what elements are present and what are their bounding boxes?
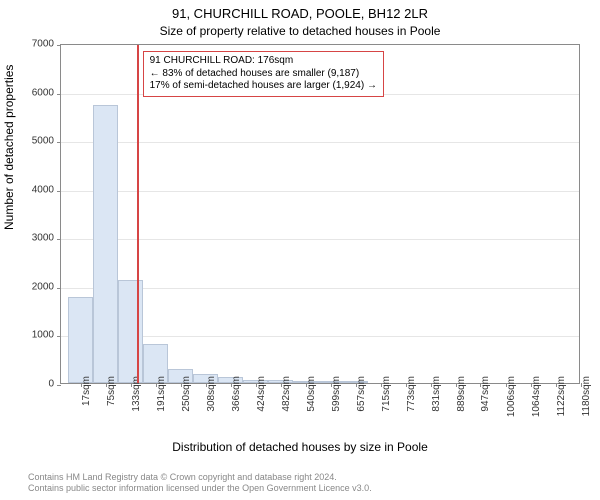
footer-line-1: Contains HM Land Registry data © Crown c…: [28, 472, 372, 483]
info-line-2: ← 83% of detached houses are smaller (9,…: [150, 68, 377, 81]
histogram-bar: [93, 105, 118, 383]
xtick-label: 715sqm: [381, 376, 392, 426]
ytick-label: 5000: [18, 136, 54, 147]
info-line-3: 17% of semi-detached houses are larger (…: [150, 80, 377, 93]
xtick-label: 599sqm: [331, 376, 342, 426]
histogram-bar: [68, 297, 93, 383]
ytick-mark: [57, 142, 61, 143]
gridline: [61, 191, 579, 192]
ytick-mark: [57, 191, 61, 192]
ytick-label: 2000: [18, 281, 54, 292]
xtick-label: 540sqm: [306, 376, 317, 426]
x-axis-label: Distribution of detached houses by size …: [0, 440, 600, 454]
ytick-mark: [57, 239, 61, 240]
ytick-label: 0: [18, 379, 54, 390]
xtick-label: 250sqm: [181, 376, 192, 426]
footer-attribution: Contains HM Land Registry data © Crown c…: [28, 472, 372, 495]
xtick-label: 889sqm: [456, 376, 467, 426]
xtick-label: 947sqm: [480, 376, 491, 426]
xtick-label: 1006sqm: [506, 376, 517, 426]
y-axis-label: Number of detached properties: [2, 65, 16, 230]
ytick-label: 4000: [18, 184, 54, 195]
xtick-label: 1122sqm: [556, 376, 567, 426]
ytick-label: 7000: [18, 39, 54, 50]
histogram-bar: [118, 280, 143, 383]
xtick-label: 482sqm: [281, 376, 292, 426]
xtick-label: 1180sqm: [581, 376, 592, 426]
ytick-mark: [57, 288, 61, 289]
ytick-mark: [57, 385, 61, 386]
ytick-label: 6000: [18, 87, 54, 98]
xtick-label: 308sqm: [206, 376, 217, 426]
gridline: [61, 239, 579, 240]
ytick-label: 1000: [18, 330, 54, 341]
ytick-mark: [57, 336, 61, 337]
xtick-label: 366sqm: [231, 376, 242, 426]
ytick-mark: [57, 94, 61, 95]
footer-line-2: Contains public sector information licen…: [28, 483, 372, 494]
chart-plot-area: 17sqm75sqm133sqm191sqm250sqm308sqm366sqm…: [60, 44, 580, 384]
xtick-label: 657sqm: [356, 376, 367, 426]
chart-subtitle: Size of property relative to detached ho…: [0, 24, 600, 38]
xtick-label: 75sqm: [106, 376, 117, 426]
ytick-mark: [57, 45, 61, 46]
xtick-label: 191sqm: [156, 376, 167, 426]
property-info-box: 91 CHURCHILL ROAD: 176sqm← 83% of detach…: [143, 51, 384, 97]
ytick-label: 3000: [18, 233, 54, 244]
xtick-label: 831sqm: [431, 376, 442, 426]
xtick-label: 773sqm: [406, 376, 417, 426]
xtick-label: 1064sqm: [531, 376, 542, 426]
xtick-label: 17sqm: [81, 376, 92, 426]
xtick-label: 424sqm: [256, 376, 267, 426]
gridline: [61, 142, 579, 143]
info-line-1: 91 CHURCHILL ROAD: 176sqm: [150, 55, 377, 68]
chart-title: 91, CHURCHILL ROAD, POOLE, BH12 2LR: [0, 6, 600, 21]
property-marker-line: [137, 45, 139, 383]
xtick-label: 133sqm: [131, 376, 142, 426]
